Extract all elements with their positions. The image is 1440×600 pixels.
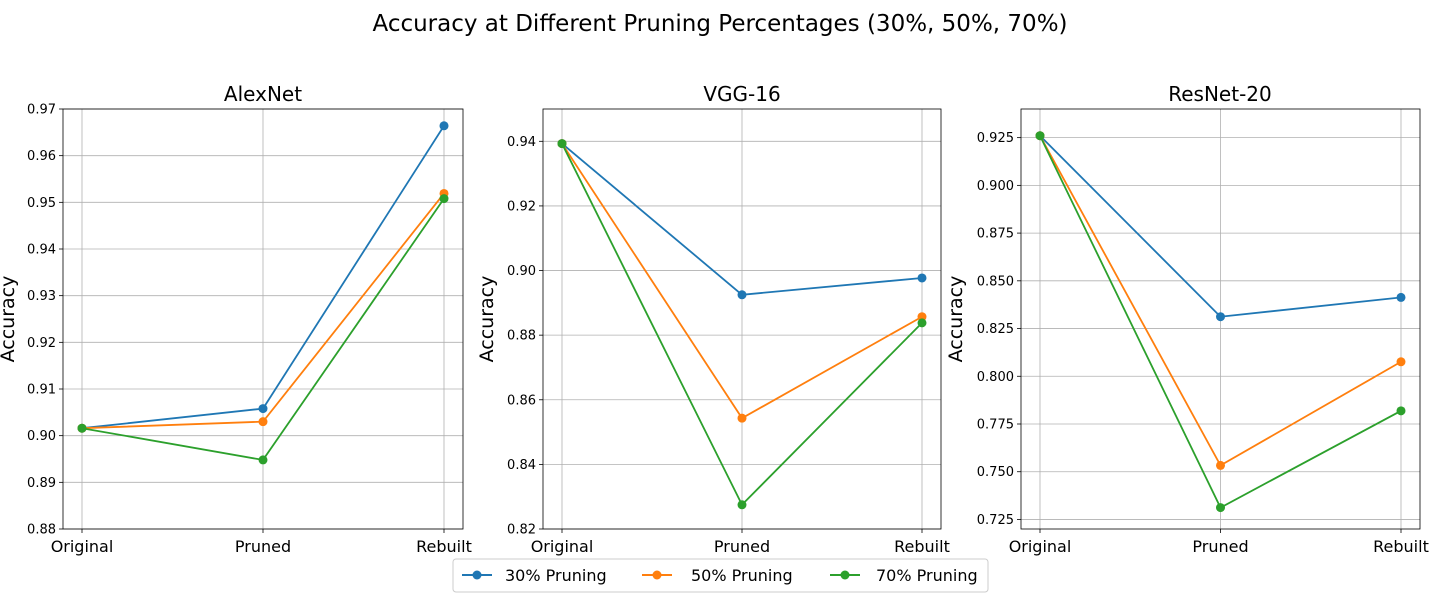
y-tick-label: 0.750 xyxy=(977,465,1014,480)
y-tick-label: 0.925 xyxy=(977,131,1014,146)
y-tick-label: 0.84 xyxy=(507,458,536,473)
legend-label: 70% Pruning xyxy=(876,566,978,585)
y-tick-label: 0.93 xyxy=(27,289,56,304)
y-tick-label: 0.850 xyxy=(977,274,1014,289)
chart-panel-vgg16: VGG-16 Accuracy 0.82 0.84 0.86 0.88 0.90 0.92… xyxy=(476,82,950,556)
legend-marker xyxy=(840,570,850,580)
chart-panel-alexnet: AlexNet Accuracy 0.88 0.89 0.90 0.91 0.92 0.9… xyxy=(0,82,472,556)
chart-title: AlexNet xyxy=(224,82,302,106)
y-tick-label: 0.94 xyxy=(507,135,536,150)
y-tick-label: 0.95 xyxy=(27,196,56,211)
data-point xyxy=(439,121,449,131)
data-point xyxy=(258,455,268,465)
y-tick-label: 0.90 xyxy=(27,429,56,444)
x-tick-label: Original xyxy=(531,537,594,556)
legend-label: 30% Pruning xyxy=(505,566,607,585)
data-point xyxy=(737,500,747,510)
x-tick-label: Pruned xyxy=(714,537,770,556)
chart-panel-resnet20: ResNet-20 Accuracy 0.725 0.750 0.775 0.800 0… xyxy=(945,82,1429,556)
chart-title: ResNet-20 xyxy=(1168,82,1272,106)
plot-area-frame xyxy=(542,108,942,530)
x-tick-label: Rebuilt xyxy=(894,537,950,556)
legend-entry-70: 70% Pruning xyxy=(830,566,978,585)
data-point xyxy=(1396,357,1406,367)
y-tick-label: 0.89 xyxy=(27,476,56,491)
y-axis-label: Accuracy xyxy=(476,276,498,363)
data-point xyxy=(77,423,87,433)
data-point xyxy=(1216,312,1225,322)
plot-area-frame xyxy=(62,108,464,530)
legend-entry-50: 50% Pruning xyxy=(642,566,793,585)
data-point xyxy=(258,417,268,427)
x-tick-label: Rebuilt xyxy=(1373,537,1429,556)
data-point xyxy=(737,413,747,423)
y-tick-label: 0.97 xyxy=(27,103,56,118)
y-tick-label: 0.825 xyxy=(977,322,1014,337)
x-tick-label: Original xyxy=(51,537,114,556)
data-point xyxy=(917,273,927,283)
y-axis-label: Accuracy xyxy=(945,276,967,363)
data-point xyxy=(1216,460,1225,470)
y-tick-label: 0.82 xyxy=(507,523,536,538)
y-tick-label: 0.92 xyxy=(27,336,56,351)
data-point xyxy=(1396,406,1406,416)
y-tick-label: 0.775 xyxy=(977,418,1014,433)
data-point xyxy=(1396,292,1406,302)
y-tick-label: 0.92 xyxy=(507,199,536,214)
y-tick-label: 0.800 xyxy=(977,370,1014,385)
y-tick-label: 0.900 xyxy=(977,179,1014,194)
legend-frame xyxy=(452,558,989,593)
y-tick-label: 0.91 xyxy=(27,383,56,398)
y-tick-label: 0.88 xyxy=(27,523,56,538)
x-tick-label: Original xyxy=(1009,537,1072,556)
y-tick-label: 0.90 xyxy=(507,264,536,279)
data-point xyxy=(1035,131,1045,141)
y-tick-label: 0.725 xyxy=(977,513,1014,528)
y-tick-label: 0.88 xyxy=(507,329,536,344)
figure-suptitle: Accuracy at Different Pruning Percentage… xyxy=(372,11,1067,37)
x-tick-label: Pruned xyxy=(235,537,291,556)
y-axis-label: Accuracy xyxy=(0,276,19,363)
y-tick-label: 0.86 xyxy=(507,393,536,408)
plot-area-frame xyxy=(1020,108,1421,530)
legend-marker xyxy=(652,570,662,580)
data-point xyxy=(917,318,927,328)
legend-label: 50% Pruning xyxy=(691,566,793,585)
y-tick-label: 0.96 xyxy=(27,149,56,164)
chart-title: VGG-16 xyxy=(703,82,780,106)
data-point xyxy=(1216,503,1225,513)
x-tick-label: Rebuilt xyxy=(416,537,472,556)
legend-marker xyxy=(472,570,482,580)
y-tick-label: 0.94 xyxy=(27,243,56,258)
legend-entry-30: 30% Pruning xyxy=(462,566,607,585)
data-point xyxy=(258,404,268,414)
x-tick-label: Pruned xyxy=(1192,537,1248,556)
data-point xyxy=(737,290,747,300)
legend: 30% Pruning 50% Pruning 70% Pruning xyxy=(452,558,989,593)
data-point xyxy=(439,194,449,204)
data-point xyxy=(557,139,567,149)
y-tick-label: 0.875 xyxy=(977,227,1014,242)
